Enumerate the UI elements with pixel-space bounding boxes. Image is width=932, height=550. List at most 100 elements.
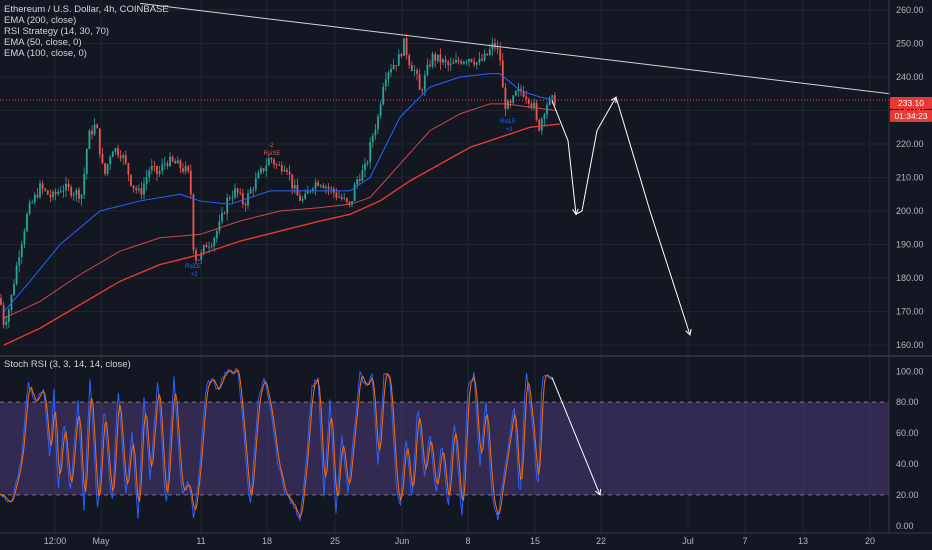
x-tick-label: Jul [682,536,694,546]
candle-body [377,116,379,130]
x-tick-label: 18 [262,536,272,546]
candle-body [512,95,515,103]
candle-body [340,197,343,199]
candle-body [140,188,143,195]
stoch-forecast-line [551,377,601,496]
candle-body [254,178,257,190]
candle-body [257,172,260,179]
candle-body [171,156,174,162]
candle-body [156,165,158,174]
candle-body [299,195,301,201]
candle-body [481,58,483,61]
candle-body [421,89,424,91]
candle-body [348,201,351,205]
x-tick-label: May [92,536,110,546]
stoch-tick-label: 100.00 [896,366,924,376]
price-tag: 233.10 [890,97,932,109]
candle-body [161,164,164,171]
candle-body [366,162,369,164]
candle-body [408,55,411,66]
candle-body [317,182,320,187]
candle-body [244,204,247,206]
candle-body [431,54,434,66]
candle-body [218,221,221,232]
candle-body [361,170,364,181]
price-tick-label: 240.00 [896,72,924,82]
candle-body [234,188,236,198]
candle-body [0,298,2,305]
candle-body [249,189,252,194]
candle-body [166,163,169,167]
candle-body [444,59,447,62]
candle-body [392,65,395,69]
candle-body [436,54,439,61]
strategy-signal-label: RsiSE [264,151,281,157]
candle-body [426,64,429,75]
strategy-signal-label: +2 [506,127,514,133]
candle-body [88,130,91,150]
candle-body [202,245,205,253]
candle-body [278,164,281,166]
candle-body [91,130,93,135]
candle-body [262,168,265,171]
candle-body [93,124,96,135]
candle-body [49,194,52,198]
candle-body [288,171,291,175]
candle-body [41,183,44,189]
candle-body [130,174,132,186]
candle-body [397,54,400,66]
candle-body [80,194,83,199]
candle-body [522,91,525,97]
price-tick-label: 250.00 [896,39,924,49]
candle-body [137,188,140,191]
candle-body [46,190,49,195]
candle-body [330,188,333,190]
candle-body [548,97,551,105]
candle-body [390,68,392,73]
candle-body [124,155,127,164]
candle-body [13,284,15,295]
candle-body [483,53,486,61]
grid [0,0,889,532]
candle-body [174,161,177,164]
stoch-tick-label: 40.00 [896,459,919,469]
candle-body [509,100,512,103]
candle-body [26,213,28,232]
candle-body [31,202,34,204]
candle-body [322,185,325,188]
candle-body [460,61,463,64]
stoch-legend: Stoch RSI (3, 3, 14, 14, close) [4,359,131,370]
candle-body [111,151,114,158]
candle-body [200,252,203,260]
candle-body [525,96,528,100]
price-tick-label: 220.00 [896,139,924,149]
candle-body [351,201,353,205]
candle-body [353,184,356,202]
ema-lines [3,73,561,346]
stoch-tick-label: 80.00 [896,397,919,407]
candle-body [192,194,195,251]
candle-body [267,158,270,166]
candle-body [226,197,229,214]
candle-body [429,64,431,66]
legend-study: RSI Strategy (14, 30, 70) [4,26,110,37]
legend-study: EMA (50, close, 0) [4,37,82,48]
candle-body [283,170,286,172]
candle-body [98,128,101,154]
candle-body [304,193,307,199]
candle-body [496,47,499,49]
candle-body [96,124,99,129]
candle-body [33,194,36,203]
candle-body [374,129,377,136]
candle-body [228,197,231,199]
candle-body [356,179,359,185]
candle-body [358,179,361,181]
candle-body [520,88,522,92]
legend-study: EMA (200, close) [4,15,77,26]
forecast-arrowhead [685,328,692,336]
candle-body [205,245,208,248]
stoch-tick-label: 20.00 [896,490,919,500]
candle-body [306,191,309,194]
